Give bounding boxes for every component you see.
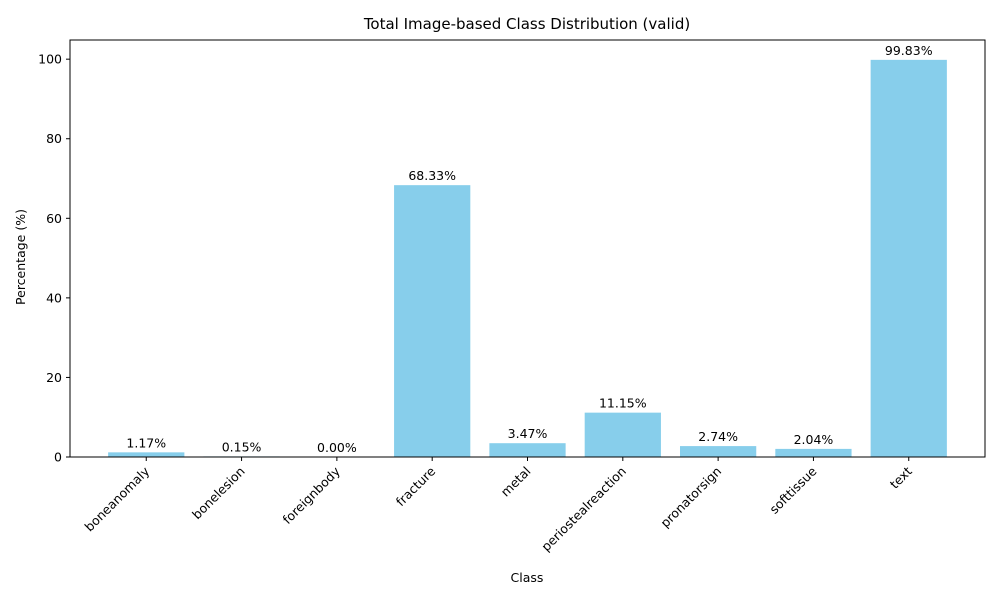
y-tick-label-0: 0: [54, 450, 62, 465]
x-tick-label-bonelesion: bonelesion: [189, 464, 248, 523]
x-tick-label-fracture: fracture: [393, 463, 439, 509]
x-axis: boneanomaly bonelesion foreignbody fracture…: [82, 457, 915, 554]
y-axis: 0 20 40 60 80 100: [38, 52, 70, 465]
y-axis-title: Percentage (%): [13, 209, 28, 305]
bar-value-label-foreignbody: 0.00%: [317, 440, 357, 455]
y-tick-label-100: 100: [38, 52, 62, 67]
bars-group: [108, 59, 947, 457]
bar-text: [870, 59, 947, 457]
bar-value-label-bonelesion: 0.15%: [222, 439, 262, 454]
bar-value-label-metal: 3.47%: [508, 426, 548, 441]
x-tick-label-text: text: [887, 463, 915, 491]
bar-value-label-periostealreaction: 11.15%: [599, 396, 647, 411]
y-tick-label-80: 80: [46, 131, 62, 146]
plot-frame: [69, 39, 986, 458]
y-tick-label-20: 20: [46, 370, 62, 385]
bar-value-label-pronatorsign: 2.74%: [698, 429, 738, 444]
bar-boneanomaly: [108, 452, 185, 457]
x-tick-label-softtissue: softtissue: [766, 463, 819, 516]
bar-fracture: [394, 185, 471, 457]
bar-value-label-text: 99.83%: [885, 43, 933, 58]
bar-metal: [489, 443, 566, 457]
chart-title: Total Image-based Class Distribution (va…: [363, 15, 690, 33]
bar-value-label-boneanomaly: 1.17%: [126, 435, 166, 450]
x-tick-label-foreignbody: foreignbody: [279, 463, 343, 527]
y-tick-label-40: 40: [46, 290, 62, 305]
bar-softtissue: [775, 448, 852, 457]
bar-pronatorsign: [680, 446, 757, 457]
bar-value-label-fracture: 68.33%: [408, 168, 456, 183]
x-tick-label-metal: metal: [498, 464, 534, 500]
x-tick-label-pronatorsign: pronatorsign: [657, 464, 724, 531]
bar-value-label-softtissue: 2.04%: [794, 432, 834, 447]
bar-periostealreaction: [584, 412, 661, 457]
bar-labels-group: 1.17% 0.15% 0.00% 68.33% 3.47% 11.15% 2.74% 2.0…: [126, 43, 932, 455]
y-tick-label-60: 60: [46, 211, 62, 226]
x-axis-title: Class: [511, 570, 544, 585]
x-tick-label-boneanomaly: boneanomaly: [82, 463, 153, 534]
x-tick-label-periostealreaction: periostealreaction: [538, 464, 629, 555]
